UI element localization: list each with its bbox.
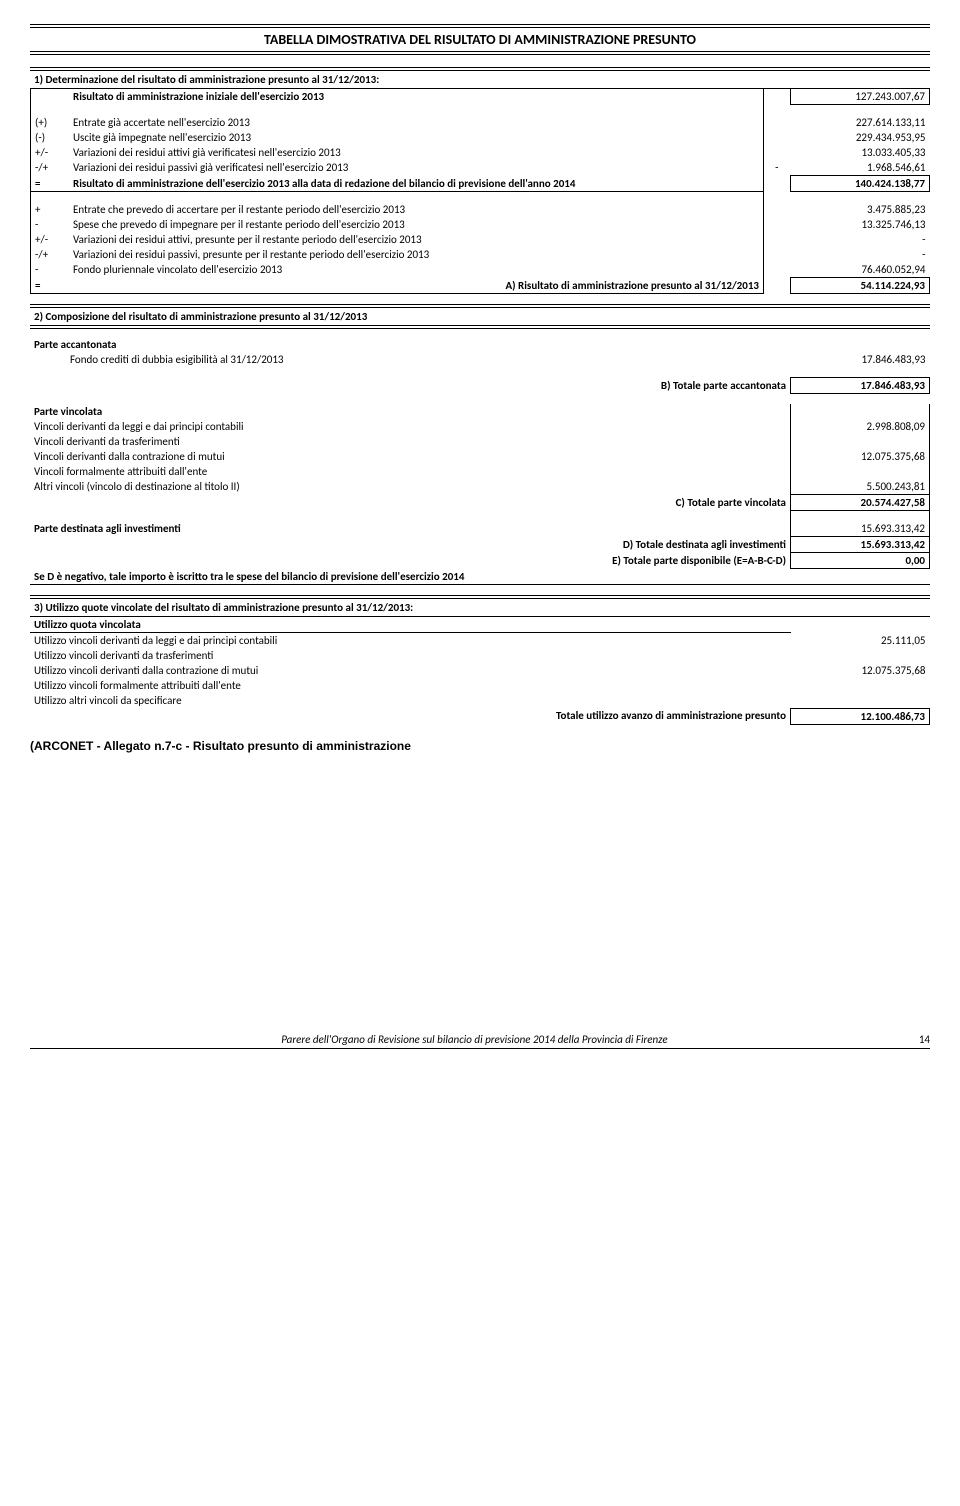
section2-table: Parte accantonata Fondo crediti di dubbi… bbox=[30, 337, 930, 585]
op: = bbox=[31, 176, 70, 192]
footer-text: Parere dell'Organo di Revisione sul bila… bbox=[281, 1033, 667, 1046]
total-e-val: 0,00 bbox=[791, 553, 930, 569]
row-val: 13.325.746,13 bbox=[791, 217, 930, 232]
row-desc: Utilizzo altri vincoli da specificare bbox=[30, 693, 791, 708]
op: = bbox=[31, 278, 70, 294]
row-desc: Utilizzo vincoli derivanti da trasferime… bbox=[30, 648, 791, 663]
row-desc: Utilizzo vincoli derivanti dalla contraz… bbox=[30, 663, 791, 678]
op: - bbox=[31, 217, 70, 232]
section2-header: 2) Composizione del risultato di amminis… bbox=[30, 304, 930, 329]
row-val: 12.075.375,68 bbox=[791, 449, 930, 464]
row-desc: Uscite già impegnate nell'esercizio 2013 bbox=[69, 130, 763, 145]
op: (+) bbox=[31, 115, 70, 130]
parte-destinata-label: Parte destinata agli investimenti bbox=[30, 521, 791, 537]
total-c-val: 20.574.427,58 bbox=[791, 495, 930, 511]
row-desc: Vincoli derivanti da trasferimenti bbox=[30, 434, 791, 449]
row-desc: Vincoli derivanti da leggi e dai princip… bbox=[30, 419, 791, 434]
op: + bbox=[31, 202, 70, 217]
row-desc: Variazioni dei residui passivi, presunte… bbox=[69, 247, 763, 262]
row-desc: Variazioni dei residui passivi già verif… bbox=[69, 160, 763, 176]
parte-vincolata-label: Parte vincolata bbox=[30, 404, 791, 419]
total-b-label: B) Totale parte accantonata bbox=[62, 378, 791, 394]
row-val: 13.033.405,33 bbox=[791, 145, 930, 160]
op: - bbox=[31, 262, 70, 278]
row-val: 17.846.483,93 bbox=[791, 352, 930, 367]
row-desc: Utilizzo vincoli derivanti da leggi e da… bbox=[30, 633, 791, 649]
row-val bbox=[791, 648, 930, 663]
row-val: 127.243.007,67 bbox=[791, 89, 930, 105]
row-desc: Risultato di amministrazione dell'eserci… bbox=[69, 176, 763, 192]
op: (-) bbox=[31, 130, 70, 145]
row-desc: Risultato di amministrazione iniziale de… bbox=[69, 89, 763, 105]
row-val: 229.434.953,95 bbox=[791, 130, 930, 145]
section3-sub: Utilizzo quota vincolata bbox=[30, 617, 791, 633]
op: +/- bbox=[31, 145, 70, 160]
arconet-caption: (ARCONET - Allegato n.7-c - Risultato pr… bbox=[30, 739, 930, 753]
section3-table: Utilizzo quota vincolata Utilizzo vincol… bbox=[30, 617, 930, 725]
row-val bbox=[791, 434, 930, 449]
row-val: 54.114.224,93 bbox=[791, 278, 930, 294]
row-val: 140.424.138,77 bbox=[791, 176, 930, 192]
row-val: 227.614.133,11 bbox=[791, 115, 930, 130]
op: +/- bbox=[31, 232, 70, 247]
row-desc: A) Risultato di amministrazione presunto… bbox=[69, 278, 763, 294]
total-b-val: 17.846.483,93 bbox=[791, 378, 930, 394]
op: -/+ bbox=[31, 160, 70, 176]
row-desc: Fondo pluriennale vincolato dell'eserciz… bbox=[69, 262, 763, 278]
row-desc: Utilizzo vincoli formalmente attribuiti … bbox=[30, 678, 791, 693]
row-desc: Altri vincoli (vincolo di destinazione a… bbox=[30, 479, 791, 495]
section3-header: 3) Utilizzo quote vincolate del risultat… bbox=[30, 595, 930, 617]
row-val: 25.111,05 bbox=[791, 633, 930, 649]
total-c-label: C) Totale parte vincolata bbox=[62, 495, 791, 511]
row-val: 12.075.375,68 bbox=[791, 663, 930, 678]
row-desc: Vincoli formalmente attribuiti dall'ente bbox=[30, 464, 791, 479]
row-val: - bbox=[791, 247, 930, 262]
page-footer: Parere dell'Organo di Revisione sul bila… bbox=[30, 1033, 930, 1049]
total-e-label: E) Totale parte disponibile (E=A-B-C-D) bbox=[62, 553, 791, 569]
page-number: 14 bbox=[919, 1033, 930, 1046]
row-val bbox=[791, 678, 930, 693]
row-val: 1.968.546,61 bbox=[791, 160, 930, 176]
total3-val: 12.100.486,73 bbox=[791, 708, 930, 724]
row-desc: Vincoli derivanti dalla contrazione di m… bbox=[30, 449, 791, 464]
row-val: 15.693.313,42 bbox=[791, 521, 930, 537]
page-title: TABELLA DIMOSTRATIVA DEL RISULTATO DI AM… bbox=[30, 24, 930, 55]
op: -/+ bbox=[31, 247, 70, 262]
total3-label: Totale utilizzo avanzo di amministrazion… bbox=[55, 708, 791, 724]
row-val bbox=[791, 464, 930, 479]
row-val: 76.460.052,94 bbox=[791, 262, 930, 278]
row-mid: - bbox=[763, 160, 790, 176]
row-desc: Entrate già accertate nell'esercizio 201… bbox=[69, 115, 763, 130]
row-val: - bbox=[791, 232, 930, 247]
parte-accantonata-label: Parte accantonata bbox=[30, 337, 791, 352]
total-d-label: D) Totale destinata agli investimenti bbox=[62, 537, 791, 553]
row-desc: Entrate che prevedo di accertare per il … bbox=[69, 202, 763, 217]
row-val: 2.998.808,09 bbox=[791, 419, 930, 434]
note-d: Se D è negativo, tale importo è iscritto… bbox=[30, 569, 930, 585]
row-desc: Variazioni dei residui attivi già verifi… bbox=[69, 145, 763, 160]
section1-table: Risultato di amministrazione iniziale de… bbox=[30, 89, 930, 294]
row-val bbox=[791, 693, 930, 708]
section1-header: 1) Determinazione del risultato di ammin… bbox=[30, 67, 930, 89]
row-desc: Variazioni dei residui attivi, presunte … bbox=[69, 232, 763, 247]
total-d-val: 15.693.313,42 bbox=[791, 537, 930, 553]
row-desc: Fondo crediti di dubbia esigibilità al 3… bbox=[30, 352, 791, 367]
row-val: 3.475.885,23 bbox=[791, 202, 930, 217]
row-desc: Spese che prevedo di impegnare per il re… bbox=[69, 217, 763, 232]
row-val: 5.500.243,81 bbox=[791, 479, 930, 495]
